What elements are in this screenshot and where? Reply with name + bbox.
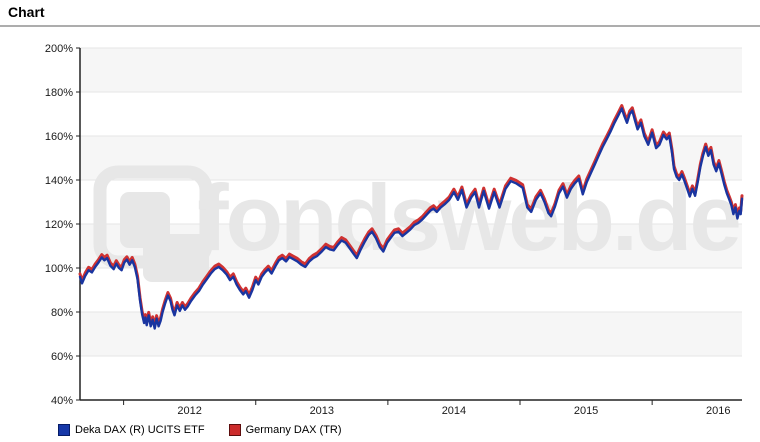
legend-item-germany-dax-tr[interactable]: Germany DAX (TR) bbox=[228, 423, 342, 437]
legend-item-deka-dax-etf[interactable]: Deka DAX (R) UCITS ETF bbox=[58, 423, 205, 437]
series-line-deka-dax-etf bbox=[78, 107, 744, 330]
chart-legend: Deka DAX (R) UCITS ETF Germany DAX (TR) bbox=[58, 423, 342, 437]
x-axis-label: 2012 bbox=[177, 405, 201, 417]
x-axis-label: 2014 bbox=[442, 405, 466, 417]
y-axis-label: 180% bbox=[45, 87, 73, 99]
x-axis-label: 2015 bbox=[574, 405, 598, 417]
watermark-text: fondsweb.de bbox=[197, 165, 739, 270]
y-axis-label: 100% bbox=[45, 263, 73, 275]
y-axis-label: 140% bbox=[45, 175, 73, 187]
y-axis-label: 40% bbox=[51, 395, 73, 407]
plot-band bbox=[80, 48, 742, 92]
y-axis-label: 160% bbox=[45, 131, 73, 143]
legend-swatch-red bbox=[228, 424, 241, 436]
x-axis-label: 2013 bbox=[310, 405, 334, 417]
plot-band bbox=[80, 312, 742, 356]
page-title: Chart bbox=[8, 4, 45, 20]
watermark-logo-square bbox=[143, 234, 209, 282]
y-axis-label: 60% bbox=[51, 351, 73, 363]
x-axis-label: 2016 bbox=[706, 405, 730, 417]
y-axis-label: 200% bbox=[45, 43, 73, 55]
y-axis-label: 120% bbox=[45, 219, 73, 231]
legend-label: Deka DAX (R) UCITS ETF bbox=[75, 424, 205, 436]
y-axis-label: 80% bbox=[51, 307, 73, 319]
header-divider bbox=[0, 25, 760, 27]
legend-swatch-blue bbox=[58, 424, 70, 436]
legend-label: Germany DAX (TR) bbox=[245, 424, 342, 436]
